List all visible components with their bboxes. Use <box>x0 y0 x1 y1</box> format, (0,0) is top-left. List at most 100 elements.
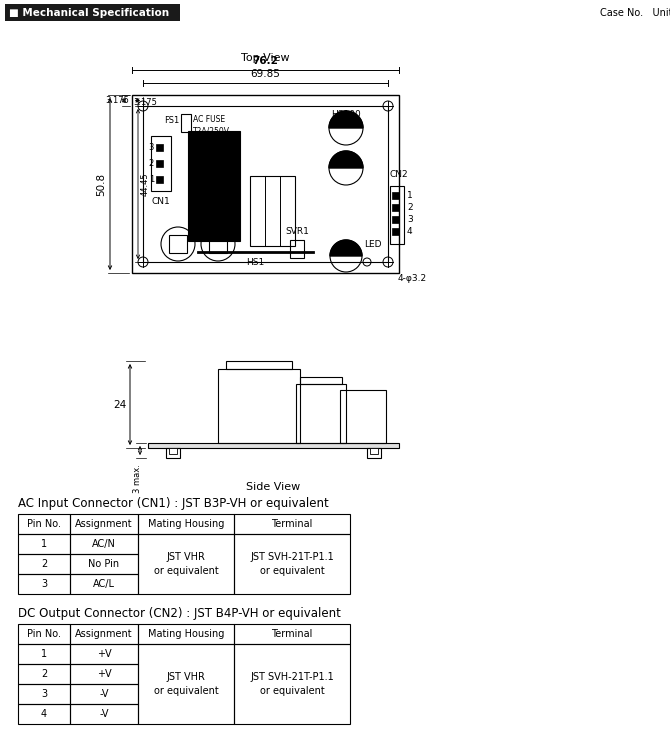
Bar <box>296 384 346 443</box>
Bar <box>340 390 386 443</box>
Bar <box>226 361 292 369</box>
Bar <box>18 664 70 684</box>
Bar <box>70 514 138 534</box>
Text: Mating Housing: Mating Housing <box>148 629 224 639</box>
Text: Pin No.: Pin No. <box>27 519 61 529</box>
Bar <box>18 704 70 724</box>
Bar <box>70 704 138 724</box>
Text: 2: 2 <box>41 669 47 679</box>
Text: HS100: HS100 <box>331 110 360 119</box>
Bar <box>151 136 171 191</box>
Bar <box>18 624 70 644</box>
Bar <box>250 176 295 246</box>
Bar <box>169 448 177 454</box>
Polygon shape <box>329 111 363 128</box>
Bar <box>70 574 138 594</box>
Bar <box>234 514 350 534</box>
Text: Assignment: Assignment <box>75 629 133 639</box>
Text: 44.45: 44.45 <box>141 172 150 196</box>
Text: 1: 1 <box>407 191 413 200</box>
Bar <box>138 644 234 724</box>
Bar <box>132 95 399 273</box>
Text: 3: 3 <box>41 689 47 699</box>
Bar <box>234 624 350 644</box>
Bar <box>138 514 234 534</box>
Text: 3.175: 3.175 <box>105 96 129 105</box>
Bar <box>18 554 70 574</box>
Text: 76.2: 76.2 <box>253 56 279 66</box>
Text: Terminal: Terminal <box>271 519 313 529</box>
Bar <box>18 574 70 594</box>
Bar <box>70 644 138 664</box>
Text: No Pin: No Pin <box>88 559 119 569</box>
Bar <box>138 534 234 594</box>
Bar <box>392 204 399 211</box>
Bar <box>367 448 381 458</box>
Text: AC Input Connector (CN1) : JST B3P-VH or equivalent: AC Input Connector (CN1) : JST B3P-VH or… <box>18 497 329 510</box>
Text: JST VHR
or equivalent: JST VHR or equivalent <box>153 552 218 576</box>
Text: 2: 2 <box>41 559 47 569</box>
Text: JST SVH-21T-P1.1
or equivalent: JST SVH-21T-P1.1 or equivalent <box>250 552 334 576</box>
Bar <box>18 644 70 664</box>
Text: +V: +V <box>96 669 111 679</box>
Text: 1: 1 <box>41 649 47 659</box>
Bar <box>169 235 187 253</box>
Bar <box>70 624 138 644</box>
Bar <box>290 240 304 258</box>
Text: Terminal: Terminal <box>271 629 313 639</box>
Bar <box>18 534 70 554</box>
Bar <box>5 4 180 21</box>
Text: Assignment: Assignment <box>75 519 133 529</box>
Bar <box>390 186 404 244</box>
Text: JST VHR
or equivalent: JST VHR or equivalent <box>153 673 218 696</box>
Bar <box>188 131 240 241</box>
Text: -V: -V <box>99 689 109 699</box>
Text: AC/L: AC/L <box>93 579 115 589</box>
Text: Top View: Top View <box>241 53 290 63</box>
Text: Side View: Side View <box>247 482 301 492</box>
Text: 3: 3 <box>41 579 47 589</box>
Text: Case No.   Unit:mm: Case No. Unit:mm <box>600 8 670 18</box>
Text: 3 max.: 3 max. <box>133 464 143 493</box>
Text: 4: 4 <box>407 227 413 236</box>
Bar <box>218 369 300 443</box>
Text: 50.8: 50.8 <box>96 173 106 196</box>
Bar <box>156 144 163 151</box>
Polygon shape <box>330 240 362 256</box>
Bar <box>392 228 399 235</box>
Text: 1: 1 <box>41 539 47 549</box>
Text: 4: 4 <box>41 709 47 719</box>
Bar <box>234 534 350 594</box>
Bar <box>370 448 378 454</box>
Bar <box>392 216 399 223</box>
Text: SVR1: SVR1 <box>285 227 309 236</box>
Text: 2: 2 <box>149 159 154 168</box>
Text: DC Output Connector (CN2) : JST B4P-VH or equivalent: DC Output Connector (CN2) : JST B4P-VH o… <box>18 607 341 620</box>
Text: JST SVH-21T-P1.1
or equivalent: JST SVH-21T-P1.1 or equivalent <box>250 673 334 696</box>
Text: 2: 2 <box>407 203 413 212</box>
Text: Mating Housing: Mating Housing <box>148 519 224 529</box>
Bar <box>18 684 70 704</box>
Text: HS1: HS1 <box>247 258 265 267</box>
Text: 69.85: 69.85 <box>251 69 281 79</box>
Text: +V: +V <box>96 649 111 659</box>
Text: ■ Mechanical Specification: ■ Mechanical Specification <box>9 8 169 19</box>
Text: CN1: CN1 <box>151 197 170 206</box>
Bar <box>156 160 163 167</box>
Polygon shape <box>329 151 363 168</box>
Bar <box>148 443 399 448</box>
Text: 3: 3 <box>149 143 154 152</box>
Text: 1: 1 <box>149 175 154 184</box>
Text: AC FUSE
T2A/250V: AC FUSE T2A/250V <box>193 115 230 135</box>
Bar <box>70 664 138 684</box>
Bar <box>234 644 350 724</box>
Bar <box>70 534 138 554</box>
Text: 3.175: 3.175 <box>133 98 157 107</box>
Bar <box>18 514 70 534</box>
Text: CN2: CN2 <box>390 170 409 179</box>
Bar <box>300 377 342 384</box>
Text: -V: -V <box>99 709 109 719</box>
Bar <box>143 106 388 262</box>
Text: 24: 24 <box>113 400 126 409</box>
Bar <box>138 624 234 644</box>
